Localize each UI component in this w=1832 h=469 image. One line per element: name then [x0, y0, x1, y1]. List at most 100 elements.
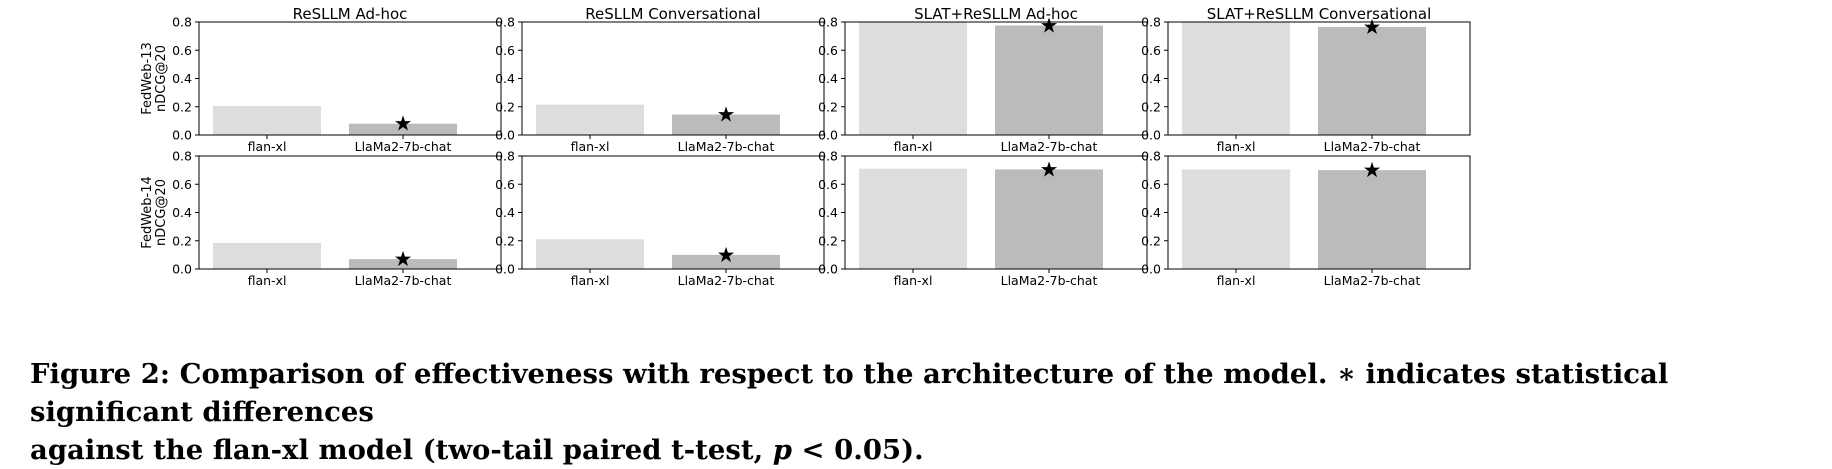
y-tick-label: 0.8	[1141, 15, 1161, 30]
bar-flan-xl	[536, 104, 644, 135]
bar-flan-xl	[213, 106, 321, 135]
row-label-2: FedWeb-14nDCG@20	[140, 176, 169, 249]
y-tick-label: 0.6	[1141, 177, 1161, 192]
y-tick-label: 0.2	[1141, 233, 1161, 248]
significance-star: ★	[1040, 14, 1059, 38]
y-tick-label: 0.0	[1141, 262, 1161, 277]
y-tick-label: 0.0	[495, 262, 515, 277]
y-tick-label: 0.0	[495, 128, 515, 143]
panel-r2-c1: ★ 0.0 0.2 0.4 0.6 0.8 flan-xl LlaMa2-7b-chat	[172, 149, 502, 288]
bar-llama2-7b-chat	[1318, 170, 1426, 269]
y-tick-label: 0.4	[172, 71, 192, 86]
y-tick-label: 0.8	[172, 15, 192, 30]
row-label-line-2: nDCG@20	[154, 179, 169, 246]
x-tick-label: flan-xl	[248, 139, 287, 154]
y-tick-label: 0.8	[495, 149, 515, 164]
y-tick-label: 0.6	[1141, 43, 1161, 58]
significance-star: ★	[1363, 15, 1382, 39]
y-tick-label: 0.8	[172, 149, 192, 164]
y-tick-label: 0.0	[172, 262, 192, 277]
y-tick-label: 0.2	[1141, 99, 1161, 114]
y-tick-label: 0.6	[818, 177, 838, 192]
row-label-line-1: FedWeb-13	[140, 42, 155, 115]
bars-group	[536, 239, 780, 269]
bar-llama2-7b-chat	[349, 259, 457, 269]
bar-llama2-7b-chat	[672, 254, 780, 269]
x-tick-label: LlaMa2-7b-chat	[1001, 273, 1098, 288]
panel-r2-c4: ★ 0.0 0.2 0.4 0.6 0.8 flan-xl LlaMa2-7b-chat	[1141, 149, 1471, 288]
y-tick-label: 0.0	[818, 128, 838, 143]
bar-llama2-7b-chat	[1318, 26, 1426, 135]
panel-title: SLAT+ReSLLM Ad-hoc	[914, 5, 1078, 23]
bar-flan-xl	[536, 239, 644, 269]
x-tick-label: flan-xl	[571, 273, 610, 288]
y-tick-label: 0.8	[1141, 149, 1161, 164]
caption-line-2-suffix: < 0.05).	[791, 434, 924, 466]
y-tick-label: 0.6	[495, 177, 515, 192]
panel-title: SLAT+ReSLLM Conversational	[1207, 5, 1432, 23]
caption-line-1: Figure 2: Comparison of effectiveness wi…	[30, 358, 1678, 428]
y-tick-label: 0.2	[172, 99, 192, 114]
significance-star: ★	[1363, 158, 1382, 182]
y-tick-label: 0.4	[495, 71, 515, 86]
y-tick-label: 0.0	[818, 262, 838, 277]
x-tick-label: LlaMa2-7b-chat	[1324, 139, 1421, 154]
y-tick-label: 0.8	[818, 149, 838, 164]
x-tick-label: flan-xl	[1217, 139, 1256, 154]
panel-r2-c2: ★ 0.0 0.2 0.4 0.6 0.8 flan-xl LlaMa2-7b-chat	[495, 149, 825, 288]
x-tick-label: flan-xl	[248, 273, 287, 288]
y-tick-label: 0.6	[818, 43, 838, 58]
x-tick-label: LlaMa2-7b-chat	[1324, 273, 1421, 288]
y-tick-label: 0.0	[1141, 128, 1161, 143]
y-tick-label: 0.2	[172, 233, 192, 248]
significance-star: ★	[717, 103, 736, 127]
bar-llama2-7b-chat	[995, 169, 1103, 269]
bars-group	[536, 104, 780, 135]
bars-group	[859, 22, 1103, 135]
panel-r1-c1: ★ 0.0 0.2 0.4 0.6 0.8 flan-xl LlaMa2-7b-chat ReS…	[172, 5, 502, 154]
y-tick-label: 0.8	[818, 15, 838, 30]
x-tick-label: LlaMa2-7b-chat	[678, 273, 775, 288]
y-tick-label: 0.4	[172, 205, 192, 220]
y-tick-label: 0.2	[818, 99, 838, 114]
x-tick-label: flan-xl	[571, 139, 610, 154]
caption-line-2-prefix: against the flan-xl model (two-tail pair…	[30, 434, 773, 466]
panel-r1-c2: ★ 0.0 0.2 0.4 0.6 0.8 flan-xl LlaMa2-7b-chat ReS…	[495, 5, 825, 154]
y-tick-label: 0.4	[495, 205, 515, 220]
bars-group	[859, 168, 1103, 269]
bar-flan-xl	[859, 168, 967, 269]
bar-flan-xl	[213, 242, 321, 269]
x-tick-label: LlaMa2-7b-chat	[355, 273, 452, 288]
y-tick-label: 0.6	[495, 43, 515, 58]
bar-llama2-7b-chat	[995, 25, 1103, 135]
bars-group	[213, 242, 457, 269]
x-tick-label: flan-xl	[1217, 273, 1256, 288]
y-tick-label: 0.4	[818, 205, 838, 220]
y-tick-label: 0.4	[1141, 205, 1161, 220]
caption-p-symbol: p	[772, 434, 792, 466]
panel-r2-c3: ★ 0.0 0.2 0.4 0.6 0.8 flan-xl LlaMa2-7b-chat	[818, 149, 1148, 288]
bar-flan-xl	[1182, 22, 1290, 135]
y-tick-label: 0.6	[172, 177, 192, 192]
y-tick-label: 0.2	[818, 233, 838, 248]
x-tick-label: LlaMa2-7b-chat	[1001, 139, 1098, 154]
y-tick-label: 0.8	[495, 15, 515, 30]
x-tick-label: LlaMa2-7b-chat	[355, 139, 452, 154]
y-tick-label: 0.6	[172, 43, 192, 58]
y-tick-label: 0.4	[818, 71, 838, 86]
y-tick-label: 0.4	[1141, 71, 1161, 86]
row-label-line-1: FedWeb-14	[140, 176, 155, 249]
x-tick-label: flan-xl	[894, 273, 933, 288]
y-tick-label: 0.2	[495, 233, 515, 248]
significance-star: ★	[717, 243, 736, 267]
bar-llama2-7b-chat	[349, 123, 457, 135]
significance-star: ★	[394, 112, 413, 136]
significance-star: ★	[394, 247, 413, 271]
panel-title: ReSLLM Conversational	[585, 5, 760, 23]
bar-llama2-7b-chat	[672, 114, 780, 135]
significance-star: ★	[1040, 157, 1059, 181]
bars-group	[213, 106, 457, 135]
panel-r1-c3: ★ 0.0 0.2 0.4 0.6 0.8 flan-xl LlaMa2-7b-chat SLA…	[818, 5, 1148, 154]
bar-flan-xl	[1182, 169, 1290, 269]
